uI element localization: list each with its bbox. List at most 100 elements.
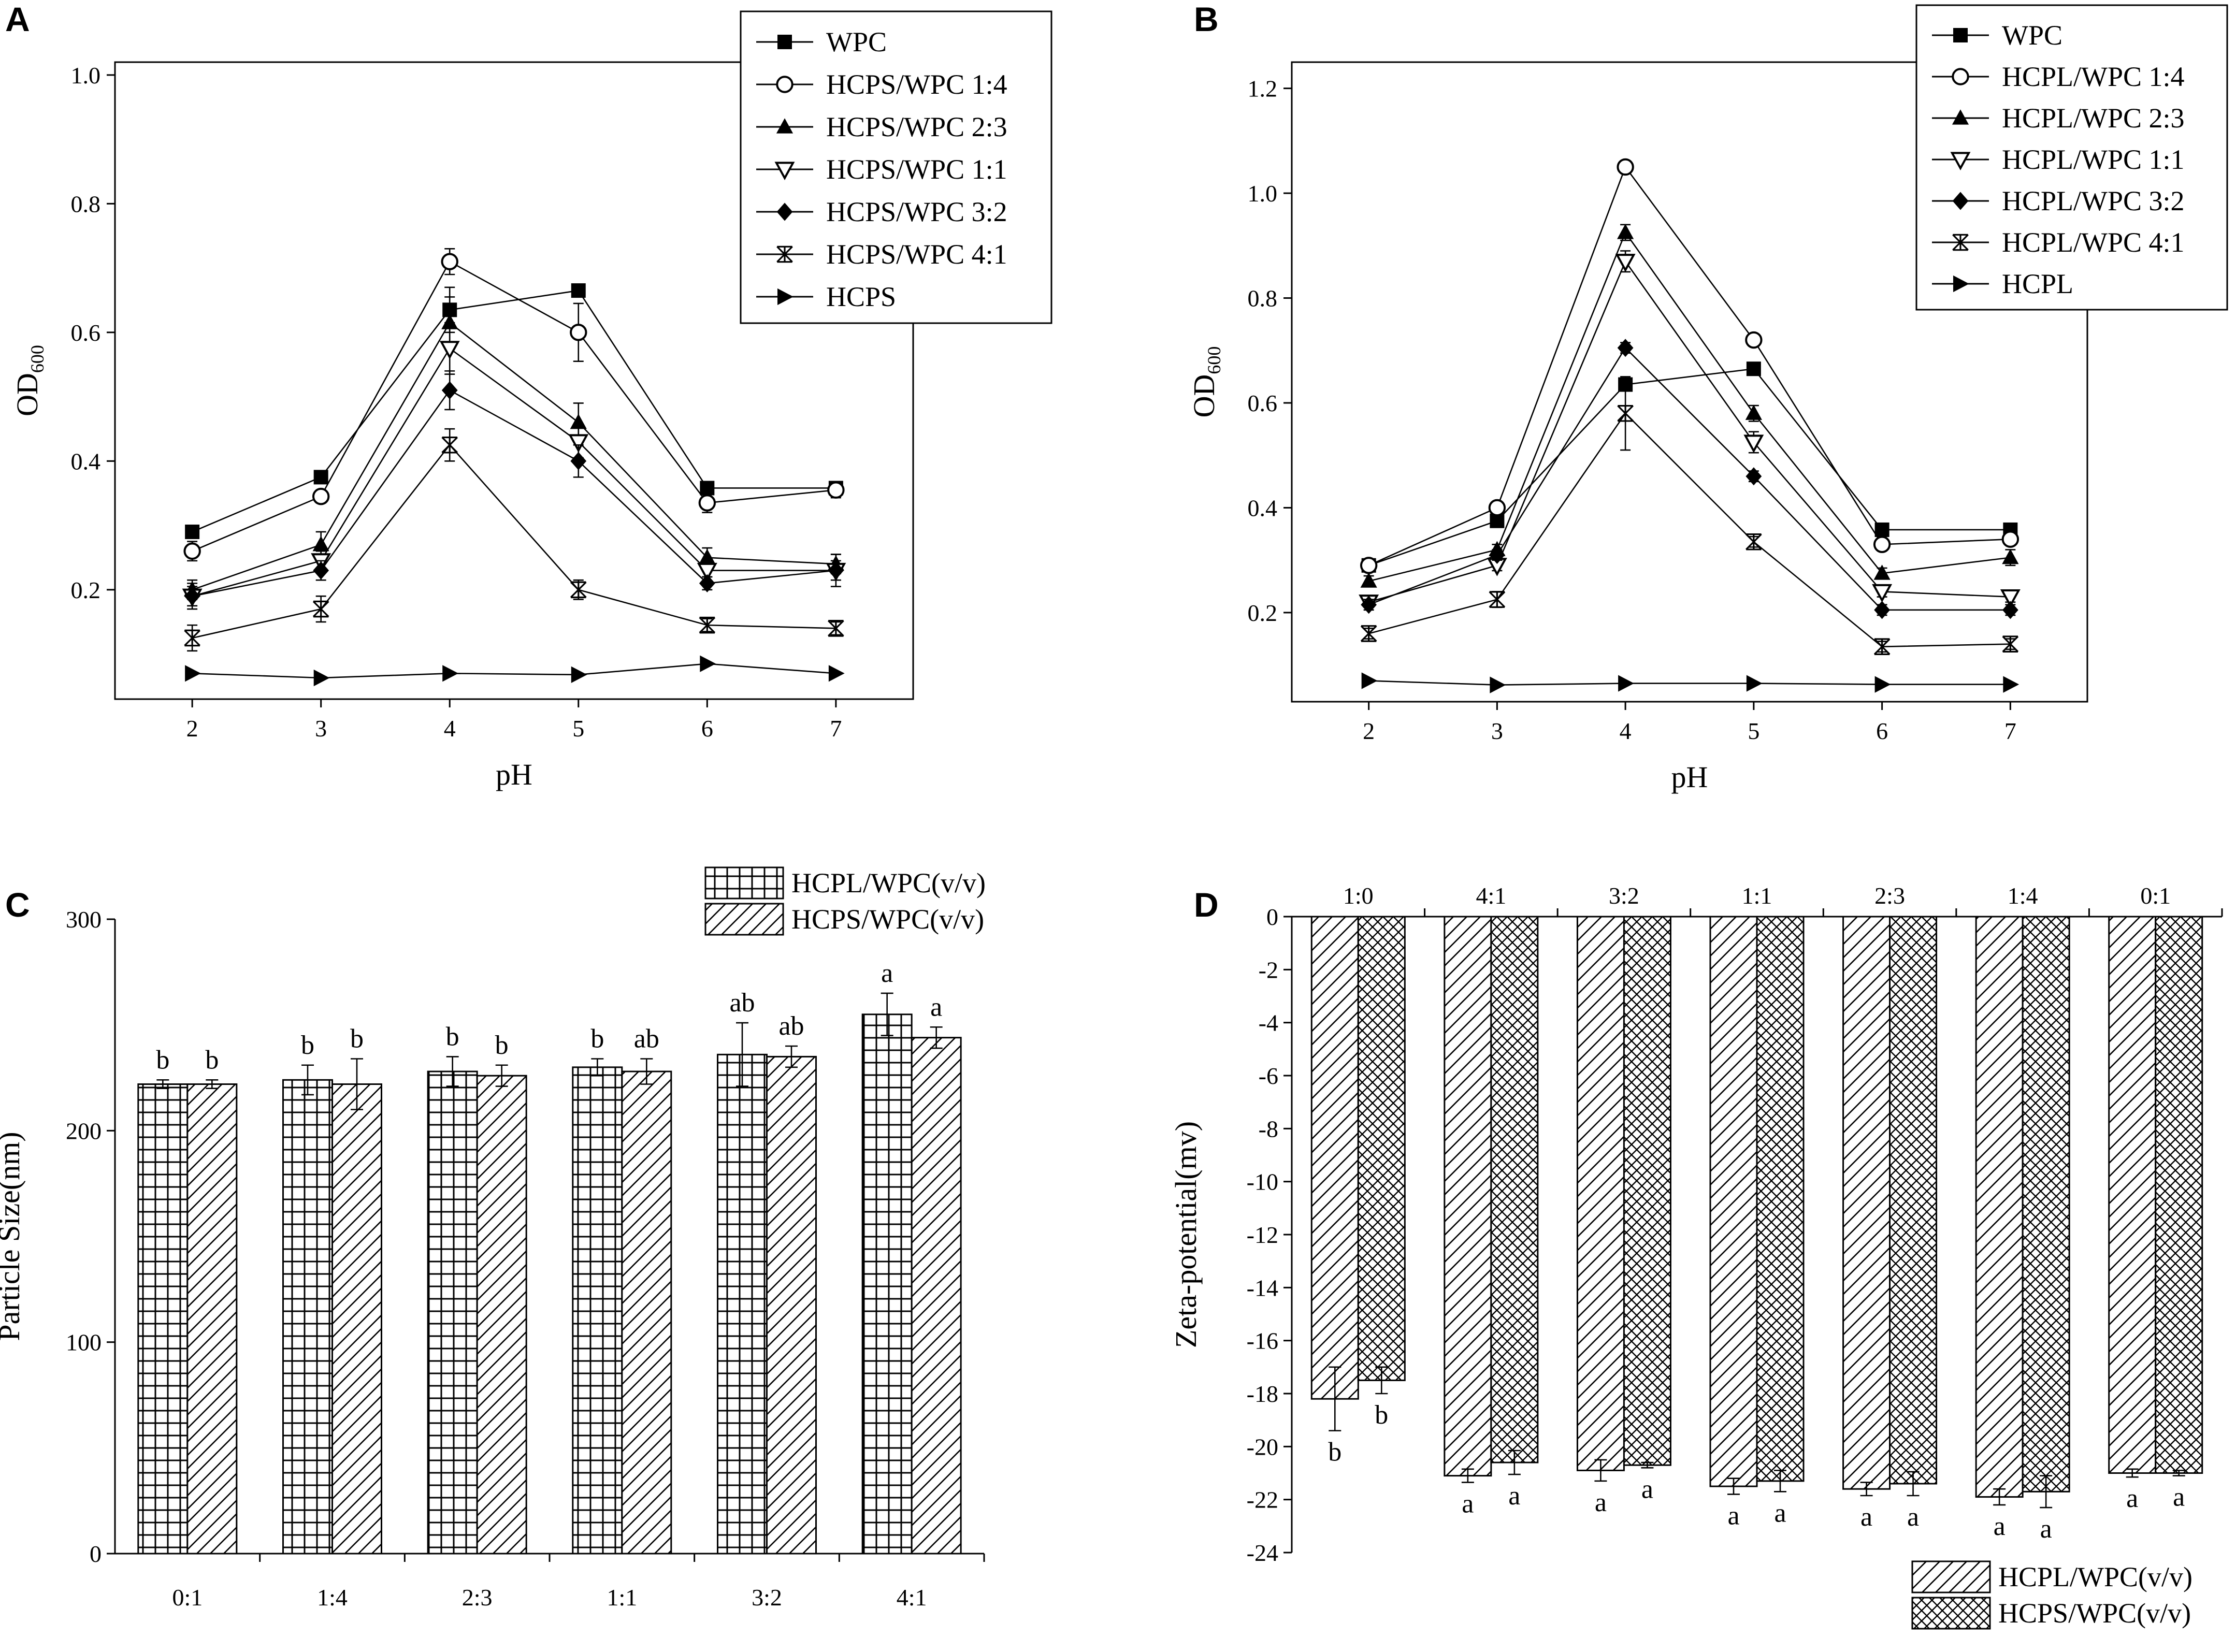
error-bar [1907, 1471, 1920, 1497]
error-bar [930, 1026, 943, 1049]
bar-hcps-wpc-v-v [2155, 916, 2203, 1474]
bar-hcps-wpc-v-v [331, 1083, 382, 1555]
legend-marker [1953, 275, 1969, 293]
significance-letter: b [1328, 1438, 1341, 1467]
series-hcpl-wpc-3-2 [1361, 339, 2018, 619]
bar-hcpl-wpc-v-v [1576, 916, 1625, 1471]
data-point [699, 574, 715, 592]
data-point [697, 562, 717, 582]
error-bar [1594, 1459, 1607, 1482]
x-tick-label: 1:1 [607, 1584, 637, 1611]
significance-letter: a [1641, 1474, 1653, 1504]
bar-hcpl-wpc-v-v [861, 1013, 913, 1555]
data-point [571, 666, 587, 683]
series-line [192, 389, 836, 597]
y-tick-label: 100 [66, 1329, 102, 1356]
error-bar [1375, 1366, 1388, 1395]
panel-c-particle-size-chart: C 0 100 200 300 Particle Size(nm) 0:1 b b 1:4 b b 2:… [0, 866, 986, 1611]
bar-hcpl-wpc-v-v [717, 1053, 768, 1555]
bar-hcpl-wpc-v-v [1975, 916, 2024, 1498]
x-tick-label: 4:1 [1476, 882, 1506, 909]
plot-frame [1291, 61, 2088, 703]
series-line [192, 663, 836, 679]
legend: WPC HCPL/WPC 1:4 HCPL/WPC 2:3 HCPL/WPC 1:1 H… [1915, 4, 2228, 311]
series-hcps-wpc-4-1 [184, 428, 844, 652]
bar-hcps-wpc-v-v [186, 1083, 238, 1555]
legend-label: HCPS/WPC 1:4 [826, 69, 1007, 100]
significance-letter: b [301, 1031, 314, 1060]
data-point [183, 542, 201, 560]
legend-label: HCPL [2002, 268, 2073, 299]
series-line [1368, 368, 2011, 567]
x-tick-label: 2:3 [1874, 882, 1905, 909]
data-point [570, 452, 587, 470]
series-hcps [185, 655, 845, 687]
series-line [1368, 165, 2011, 566]
error-bar [2126, 1468, 2139, 1478]
data-point [2001, 530, 2019, 548]
significance-letter: a [1907, 1502, 1919, 1532]
series-line [1368, 680, 2011, 686]
data-point [312, 536, 329, 552]
y-tick-label: -18 [1247, 1381, 1278, 1407]
bar-hcpl-wpc-v-v [427, 1070, 478, 1555]
series-line [1368, 260, 2011, 603]
significance-letter: b [1375, 1400, 1388, 1430]
series-hcps-wpc-2-3 [184, 296, 844, 600]
x-tick-label: 2 [186, 715, 198, 742]
legend-label: HCPL/WPC 4:1 [2002, 227, 2185, 258]
data-point [441, 381, 458, 400]
error-bar [1860, 1482, 1873, 1497]
legend-marker [776, 76, 794, 93]
error-bar [1774, 1470, 1786, 1492]
legend-box [1915, 4, 2228, 311]
y-tick-label: -8 [1259, 1115, 1278, 1142]
y-axis-label: OD600 [1187, 346, 1224, 418]
bar-hcpl-wpc-v-v [1444, 916, 1492, 1477]
series-line [1368, 412, 2011, 648]
legend-label: HCPL/WPC(v/v) [1998, 1561, 2192, 1592]
x-tick-label: 1:4 [317, 1584, 348, 1611]
data-point [568, 434, 589, 453]
data-point [1873, 535, 1891, 554]
data-point [313, 561, 329, 580]
legend-swatch [704, 903, 784, 936]
y-tick-label: -20 [1247, 1433, 1278, 1460]
data-point [441, 314, 458, 329]
x-tick-label: 1:1 [1742, 882, 1772, 909]
x-tick-label: 0:1 [2140, 882, 2171, 909]
x-tick-label: 5 [1748, 718, 1759, 744]
series-line [1368, 231, 2011, 582]
legend-label: HCPL/WPC 2:3 [2002, 103, 2185, 134]
x-axis-label: pH [1671, 760, 1708, 794]
legend-label: HCPL/WPC(v/v) [791, 867, 986, 899]
significance-letter: a [881, 959, 893, 988]
y-tick-label: -2 [1259, 957, 1278, 983]
data-point [571, 283, 586, 298]
data-point [828, 665, 845, 682]
series-line [1368, 346, 2011, 611]
y-tick-label: 0.4 [1248, 495, 1278, 521]
legend-swatch [1911, 1597, 1991, 1630]
significance-letter: a [2126, 1484, 2138, 1513]
series-line [192, 260, 836, 552]
data-point [700, 655, 716, 672]
data-point [828, 561, 844, 580]
bar-hcpl-wpc-v-v [282, 1079, 333, 1555]
data-point [1743, 434, 1764, 453]
data-point [441, 253, 458, 270]
y-tick-label: 200 [66, 1118, 102, 1144]
y-tick-label: 0.4 [71, 448, 101, 474]
data-point [570, 324, 587, 341]
data-point [2003, 676, 2019, 693]
legend-marker [776, 202, 793, 221]
y-tick-label: 1.0 [1248, 180, 1278, 207]
data-point [1360, 625, 1377, 642]
data-point [439, 341, 460, 359]
series-hcps-wpc-1-4 [183, 248, 845, 562]
legend-label: WPC [826, 26, 887, 57]
data-point [1873, 564, 1891, 580]
bar-hcpl-wpc-v-v [2108, 916, 2157, 1474]
significance-letter: b [350, 1024, 364, 1054]
legend-label: HCPL/WPC 3:2 [2002, 185, 2185, 216]
